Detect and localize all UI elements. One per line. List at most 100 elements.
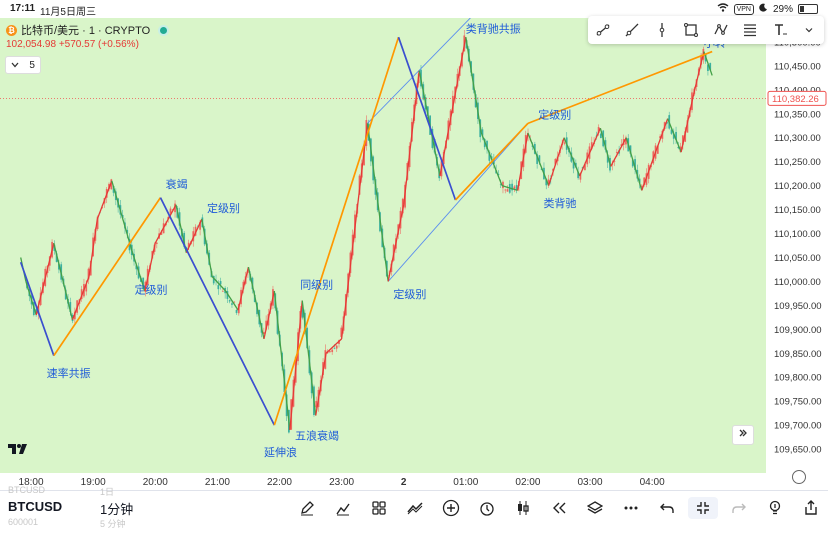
candle-body xyxy=(677,146,680,149)
replay-icon[interactable] xyxy=(544,497,574,519)
candle-body xyxy=(707,64,709,71)
battery-percent: 29% xyxy=(772,3,793,15)
price-tick-label: 109,750.00 xyxy=(774,397,822,408)
bi-stroke xyxy=(263,290,275,340)
candle-body xyxy=(599,133,602,139)
pen-icon[interactable] xyxy=(292,497,322,519)
dropdown-icon[interactable] xyxy=(798,19,820,41)
indicators-icon[interactable] xyxy=(328,497,358,519)
candle-body xyxy=(486,140,488,150)
bi-stroke xyxy=(340,123,369,339)
price-change: +570.57 (+0.56%) xyxy=(58,39,139,50)
price-tick-label: 109,700.00 xyxy=(774,421,822,432)
interval-selector[interactable]: 1分钟 xyxy=(100,502,134,517)
bi-stroke xyxy=(96,180,113,220)
chart-area[interactable]: 类背驰共振小转定级别衰竭定级别类背驰定级别同级别定级别速率共振五浪衰竭延伸浪11… xyxy=(0,0,828,490)
bi-stroke xyxy=(703,51,713,76)
candle-body xyxy=(686,120,689,133)
pattern-icon[interactable] xyxy=(710,19,732,41)
annotation-label: 延伸浪 xyxy=(264,445,297,459)
bi-stroke xyxy=(548,137,565,186)
time-tick-label: 22:00 xyxy=(267,477,292,488)
candle-body xyxy=(187,242,190,247)
candle-body xyxy=(640,185,643,190)
annotation-label: 同级别 xyxy=(300,279,333,292)
candle-body xyxy=(670,129,673,134)
price-tick-label: 110,000.00 xyxy=(774,277,821,288)
candle-body xyxy=(262,332,265,334)
bi-stroke xyxy=(625,137,643,191)
candle-body xyxy=(547,179,550,185)
text-tool-icon[interactable] xyxy=(769,19,791,41)
candle-body xyxy=(515,185,518,190)
candle-body xyxy=(625,137,627,145)
candle-body xyxy=(433,139,436,153)
double-chevron-right-icon xyxy=(738,427,748,441)
add-icon[interactable] xyxy=(436,497,466,519)
candle-body xyxy=(96,216,99,230)
ray-icon[interactable] xyxy=(621,19,643,41)
candle-body xyxy=(481,129,484,136)
candle-type-icon[interactable] xyxy=(508,497,538,519)
chart-settings-icon[interactable] xyxy=(792,470,806,484)
vpn-badge: VPN xyxy=(733,3,754,15)
bi-stroke xyxy=(692,51,705,95)
time-tick-label: 04:00 xyxy=(640,477,665,488)
alert-icon[interactable] xyxy=(472,497,502,519)
interval-ghost-bottom: 5 分钟 xyxy=(100,519,126,529)
idea-icon[interactable] xyxy=(760,497,790,519)
rectangle-icon[interactable] xyxy=(680,19,702,41)
candle-body xyxy=(620,144,623,146)
last-price-tag xyxy=(767,90,827,106)
indicator-toggle[interactable]: 5 xyxy=(5,56,41,74)
more-icon[interactable] xyxy=(616,497,646,519)
bi-stroke xyxy=(325,338,343,354)
candle-body xyxy=(401,198,404,214)
bottom-toolbar: BTCUSD 1日 BTCUSD 1分钟 600001 5 分钟 xyxy=(0,485,828,545)
share-icon[interactable] xyxy=(796,497,826,519)
candle-body xyxy=(684,131,687,142)
market-open-icon xyxy=(160,26,168,34)
segment-line xyxy=(159,197,276,426)
status-indicators: VPN 29% xyxy=(717,3,818,15)
candle-body xyxy=(69,302,72,313)
last-price-label: 110,382.26 xyxy=(772,94,819,105)
compare-icon[interactable] xyxy=(400,497,430,519)
vertical-line-icon[interactable] xyxy=(651,19,673,41)
candle-body xyxy=(672,133,675,139)
time-tick-label: 03:00 xyxy=(578,477,603,488)
indicator-count: 5 xyxy=(29,59,35,71)
annotation-label: 类背驰 xyxy=(543,196,576,210)
bi-stroke xyxy=(144,242,156,292)
bi-stroke xyxy=(301,300,317,416)
bi-stroke xyxy=(563,137,581,177)
candle-body xyxy=(513,186,516,189)
scroll-to-realtime-button[interactable] xyxy=(732,425,754,445)
candle-body xyxy=(615,151,618,153)
symbol-selector[interactable]: BTCUSD xyxy=(8,499,63,514)
price-tick-label: 110,350.00 xyxy=(774,109,821,120)
bi-stroke xyxy=(680,94,695,153)
status-date: 11月5日周三 xyxy=(40,7,96,18)
candle-body xyxy=(231,303,233,305)
grid-icon[interactable] xyxy=(364,497,394,519)
fib-icon[interactable] xyxy=(739,19,761,41)
candle-body xyxy=(538,155,541,163)
symbol-header[interactable]: ₿ 比特币/美元 · 1 · CRYPTO xyxy=(6,22,168,38)
price-chart[interactable]: 类背驰共振小转定级别衰竭定级别类背驰定级别同级别定级别速率共振五浪衰竭延伸浪11… xyxy=(0,0,828,490)
candle-body xyxy=(502,181,504,189)
bi-stroke xyxy=(579,127,601,177)
undo-icon[interactable] xyxy=(652,497,682,519)
candle-body xyxy=(659,136,662,139)
redo-icon[interactable] xyxy=(724,497,754,519)
candle-body xyxy=(579,173,582,180)
layers-icon[interactable] xyxy=(580,497,610,519)
bi-stroke xyxy=(35,242,55,316)
candle-body xyxy=(155,242,158,244)
bi-stroke xyxy=(225,290,239,311)
trend-line-icon[interactable] xyxy=(592,19,614,41)
candle-body xyxy=(606,154,609,163)
candle-body xyxy=(656,145,659,154)
status-bar: 17:11 11月5日周三 VPN 29% xyxy=(0,0,828,18)
collapse-icon[interactable] xyxy=(688,497,718,519)
